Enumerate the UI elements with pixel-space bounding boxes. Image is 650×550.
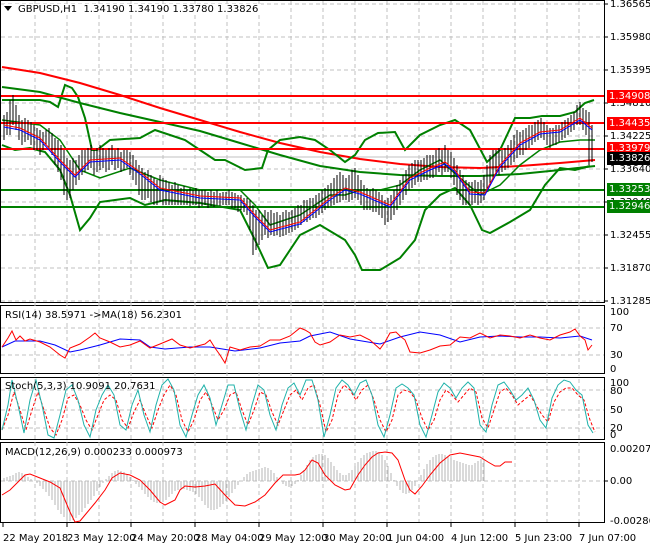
time-label: 23 May 12:00 [67, 533, 136, 544]
price-tick: 1.34810 [610, 98, 650, 109]
price-tick: 1.32455 [610, 230, 650, 241]
time-label: 5 Jun 23:00 [515, 533, 573, 544]
macd-tick: -0.002867 [610, 516, 650, 527]
price-tick: 1.34225 [610, 131, 650, 142]
price-tick: 1.31285 [610, 296, 650, 307]
support-2-tag: 1.32946 [607, 200, 650, 213]
macd-tick: 0.00 [610, 476, 633, 487]
main-panel-border [0, 0, 605, 303]
rsi-title: RSI(14) 38.5971 ->MA(18) 56.2301 [5, 310, 182, 321]
time-label: 4 Jun 12:00 [451, 533, 509, 544]
stoch-tick: 20 [610, 423, 623, 434]
axis-ticks [2, 3, 608, 527]
price-tick: 1.35395 [610, 65, 650, 76]
stoch-title: Stoch(5,3,3) 10.9091 20.7631 [5, 381, 156, 392]
fast-ma-blue [3, 119, 593, 233]
price-tick: 1.33640 [610, 164, 650, 175]
time-label: 7 Jun 07:00 [579, 533, 637, 544]
price-tick: 1.35980 [610, 32, 650, 43]
stoch-panel-border [0, 377, 605, 440]
resistance-3-tag: 1.34908 [607, 90, 650, 103]
resistance-2-tag: 1.34435 [607, 117, 650, 130]
triangle-down-icon[interactable] [4, 5, 12, 11]
horizontal-grid-main [1, 3, 604, 482]
price-tick: 1.31870 [610, 263, 650, 274]
stoch-tick: 80 [610, 386, 623, 397]
mid-ma-line [1, 86, 596, 177]
vertical-grid [34, 1, 580, 522]
macd-signal-line [1, 451, 512, 523]
macd-title: MACD(12,26,9) 0.000233 0.000973 [5, 447, 183, 458]
stoch-tick: 100 [610, 378, 630, 389]
rsi-line [1, 327, 593, 365]
stoch-signal-line [1, 384, 596, 436]
price-tick: 1.36565 [610, 0, 650, 10]
resistance-1-tag: 1.33979 [607, 142, 650, 155]
rsi-tick: 100 [610, 307, 630, 318]
support-1-tag: 1.33253 [607, 183, 650, 196]
rsi-tick: 70 [610, 323, 623, 334]
time-label: 1 Jun 04:00 [387, 533, 445, 544]
fast-ma-red [3, 117, 593, 231]
rsi-panel-border [0, 305, 605, 374]
macd-panel-border [0, 442, 605, 523]
bollinger-lower [1, 144, 591, 271]
stoch-main-line [1, 378, 594, 439]
symbol-label: GBPUSD,H1 [18, 4, 78, 15]
rsi-tick: 30 [610, 350, 623, 361]
time-label: 28 May 04:00 [195, 533, 264, 544]
time-label: 24 May 20:00 [131, 533, 200, 544]
macd-tick: 0.002077 [610, 444, 650, 455]
ohlc-values: 1.34190 1.34190 1.33780 1.33826 [83, 4, 259, 15]
current-price-tag: 1.33826 [607, 152, 650, 165]
macd-histogram [3, 451, 485, 521]
time-label: 30 May 20:00 [323, 533, 392, 544]
stoch-tick: 50 [610, 405, 623, 416]
time-label: 29 May 12:00 [259, 533, 328, 544]
rsi-tick: 0 [610, 364, 617, 375]
bollinger-middle [1, 119, 595, 226]
time-label: 22 May 2018 [3, 533, 69, 544]
stoch-tick: 0 [610, 430, 617, 441]
chart-title: GBPUSD,H1 1.34190 1.34190 1.33780 1.3382… [4, 4, 262, 15]
